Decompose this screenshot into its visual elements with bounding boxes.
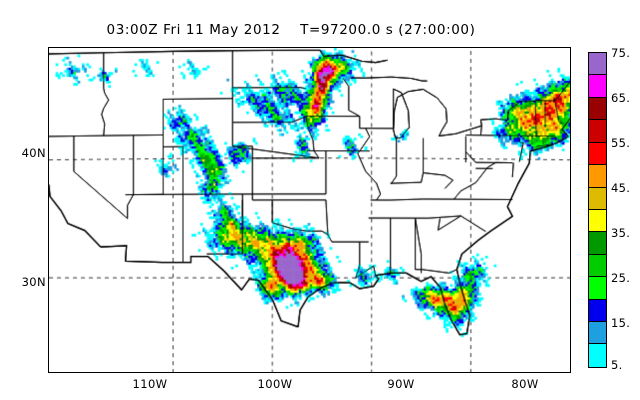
colorbar-band-45-50 bbox=[589, 165, 606, 188]
colorbar-tick-45: 45. bbox=[611, 181, 631, 195]
colorbar-band-25-30 bbox=[589, 254, 606, 278]
y-tick-label-40n: 40N bbox=[21, 146, 46, 160]
colorbar-tick-75: 75. bbox=[611, 46, 631, 60]
x-tick-label-100w: 100W bbox=[257, 377, 293, 391]
colorbar-band-35-40 bbox=[589, 209, 606, 233]
x-tick-label-110w: 110W bbox=[132, 377, 168, 391]
figure-title: 03:00Z Fri 11 May 2012 T=97200.0 s (27:0… bbox=[106, 22, 476, 38]
colorbar-tick-15: 15. bbox=[611, 316, 631, 330]
colorbar-band-70-75 bbox=[589, 53, 606, 76]
colorbar-tick-25: 25. bbox=[611, 271, 631, 285]
reflectivity-map-canvas bbox=[49, 48, 570, 372]
colorbar-band-40-45 bbox=[589, 187, 606, 210]
colorbar-band-10-15 bbox=[589, 322, 606, 345]
colorbar-band-50-55 bbox=[589, 142, 606, 166]
colorbar-tick-5: 5. bbox=[611, 358, 623, 372]
reflectivity-colorbar bbox=[588, 52, 607, 368]
x-tick-label-90w: 90W bbox=[387, 377, 415, 391]
colorbar-tick-35: 35. bbox=[611, 226, 631, 240]
colorbar-band-5-10 bbox=[589, 344, 606, 367]
colorbar-band-55-60 bbox=[589, 120, 606, 143]
colorbar-band-65-70 bbox=[589, 75, 606, 98]
map-plot-area[interactable] bbox=[48, 47, 571, 373]
x-tick-label-80w: 80W bbox=[511, 377, 539, 391]
colorbar-tick-65: 65. bbox=[611, 91, 631, 105]
colorbar-band-30-35 bbox=[589, 232, 606, 255]
colorbar-band-60-65 bbox=[589, 97, 606, 121]
y-tick-label-30n: 30N bbox=[21, 275, 46, 289]
colorbar-band-15-20 bbox=[589, 299, 606, 323]
colorbar-band-20-25 bbox=[589, 277, 606, 300]
colorbar-tick-55: 55. bbox=[611, 136, 631, 150]
